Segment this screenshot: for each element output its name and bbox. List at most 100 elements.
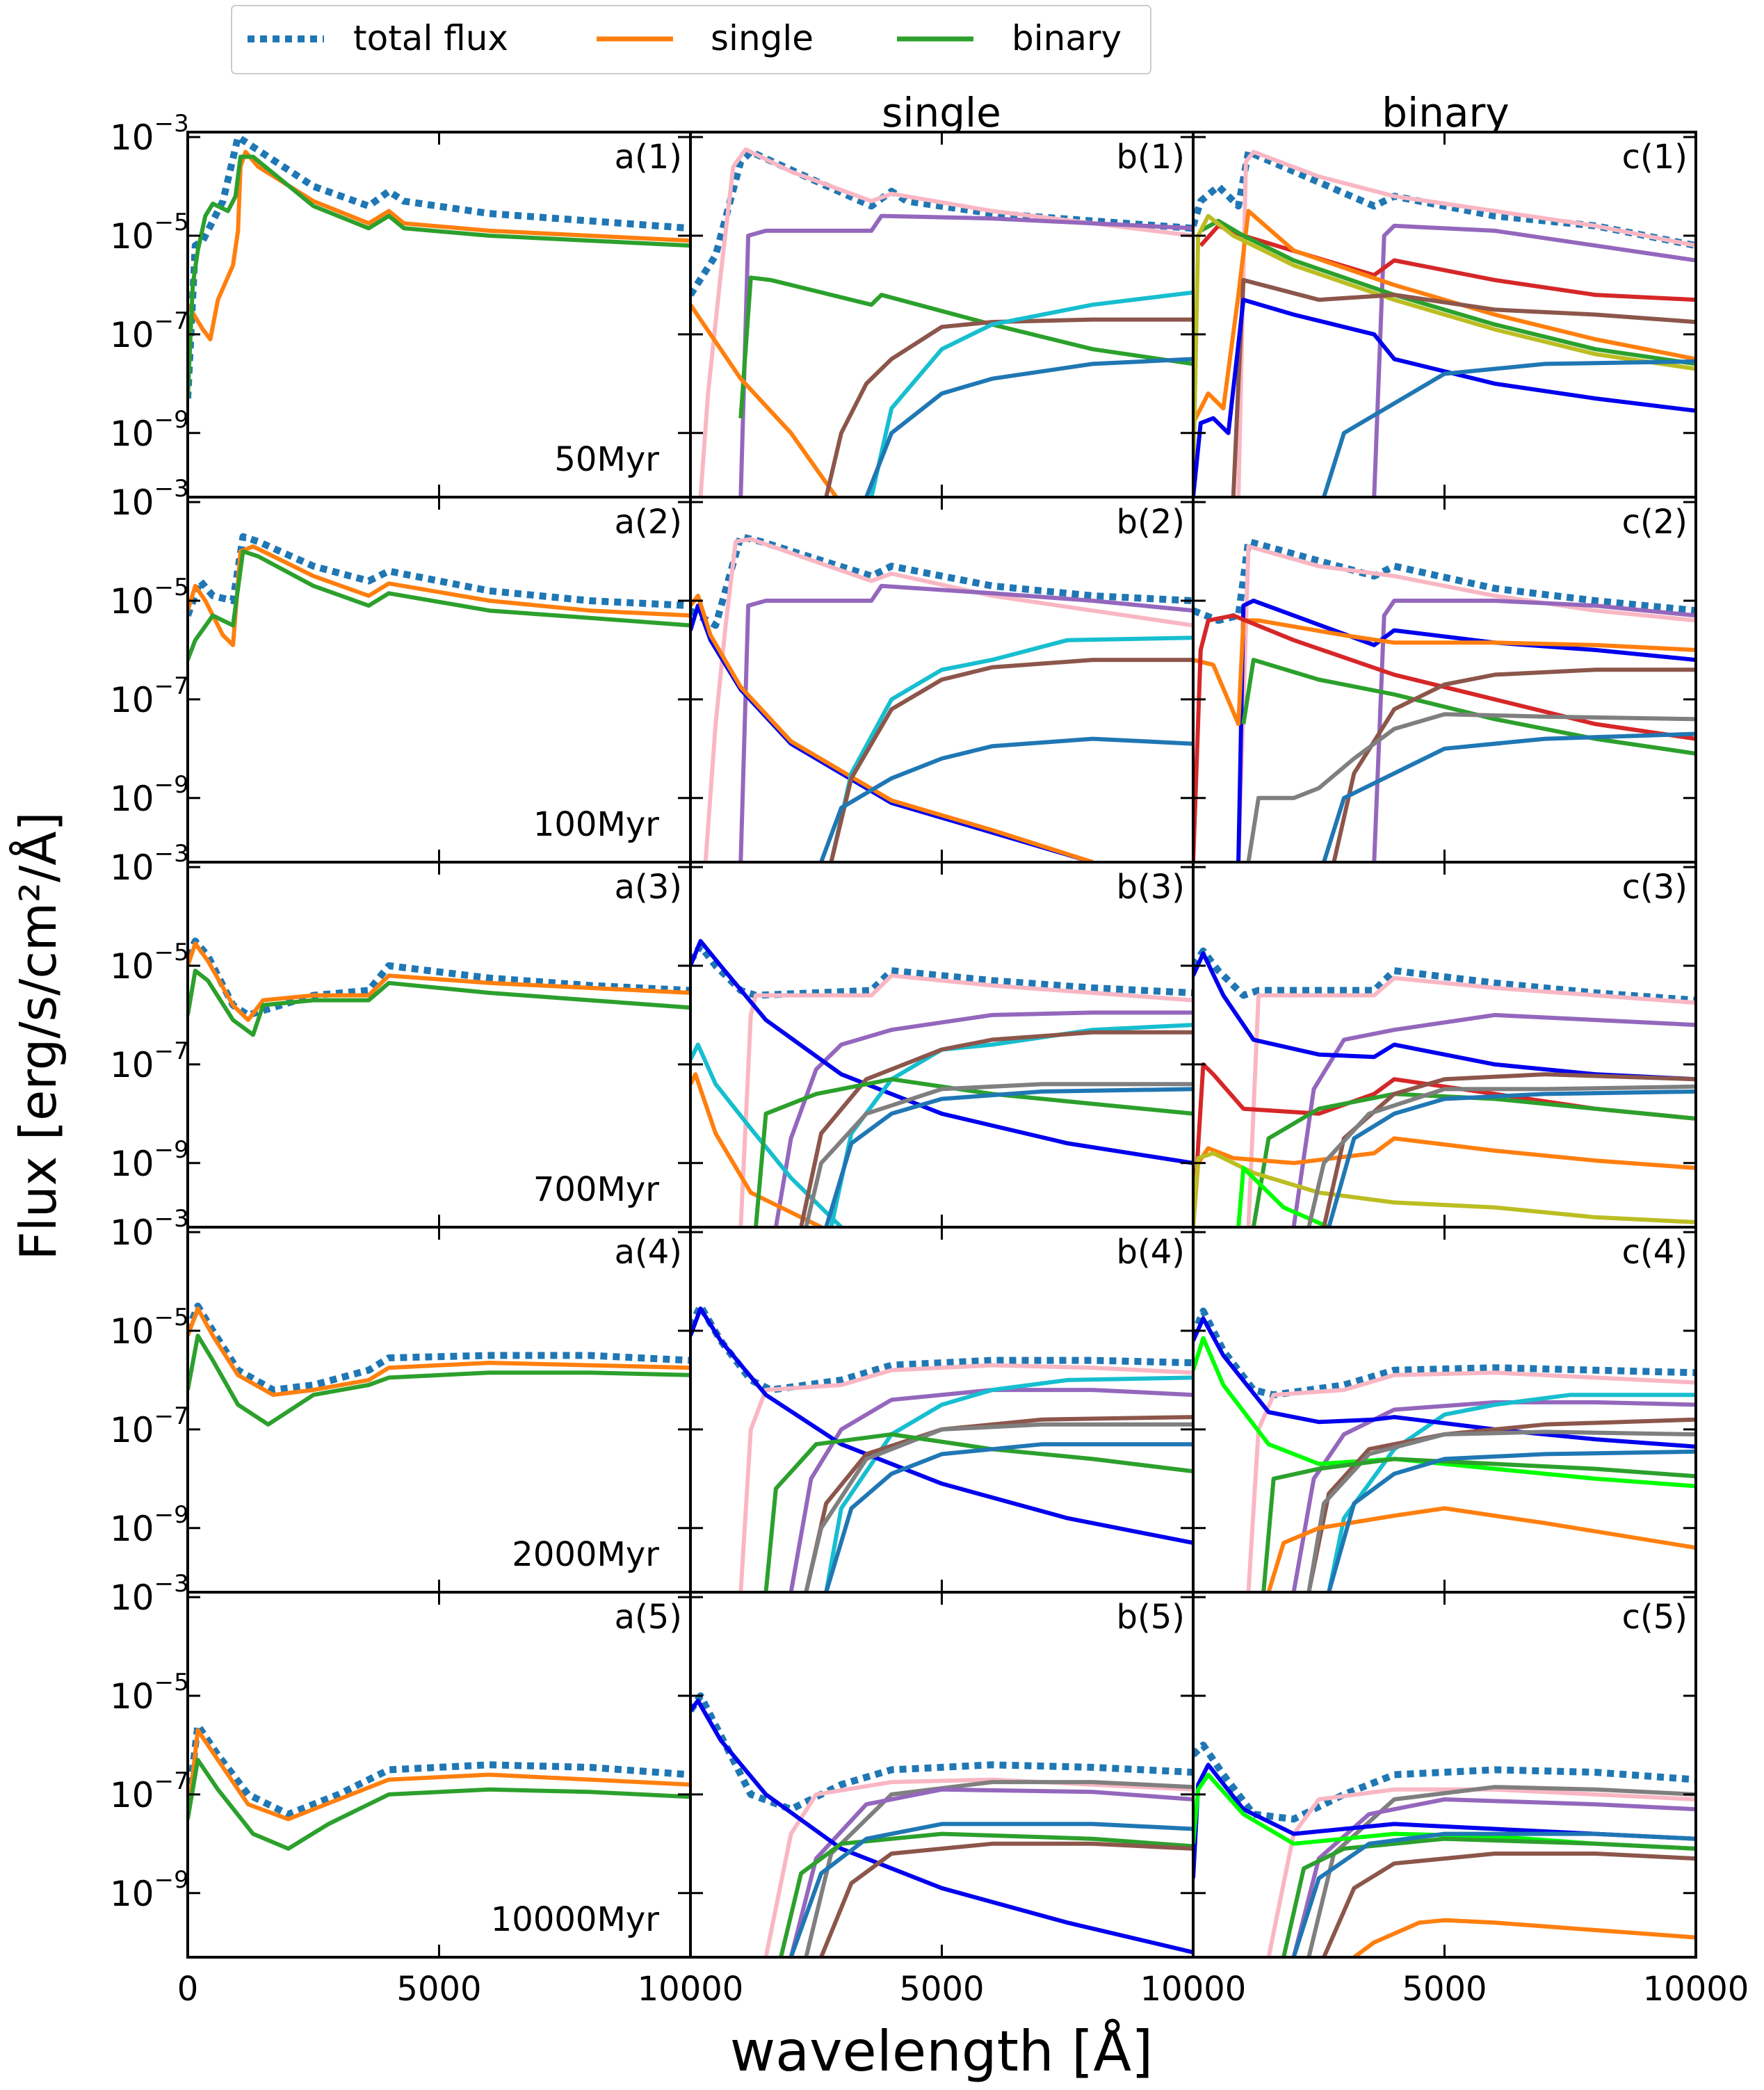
panel-background	[188, 132, 690, 497]
y-tick-label: 10−3	[110, 475, 189, 523]
panel-c(2): c(2)	[1192, 496, 1697, 864]
panel-c(1): c(1)	[1192, 131, 1697, 499]
legend: total flux single binary	[231, 5, 1151, 74]
panel-b(1): b(1)	[689, 131, 1195, 499]
series-blue	[1193, 951, 1696, 1082]
y-tick-label: 10−5	[110, 939, 189, 987]
series-single	[188, 149, 690, 341]
series-group	[1193, 947, 1696, 1227]
panel-c(3): c(3)	[1192, 861, 1697, 1229]
series-binary	[188, 154, 690, 399]
y-tick-label: 10−3	[110, 110, 189, 158]
y-tick-label: 10−5	[110, 1669, 189, 1717]
legend-frame	[231, 5, 1151, 74]
panel-c(4): c(4)	[1192, 1226, 1697, 1594]
y-tick-label: 10−9	[110, 1136, 189, 1184]
y-tick-label: 10−3	[110, 840, 189, 888]
series-blue	[1193, 1316, 1696, 1449]
panel-background	[188, 1592, 690, 1957]
panel-background	[690, 1592, 1193, 1957]
panel-id-label: a(5)	[615, 1598, 682, 1637]
series-lime	[1236, 1165, 1330, 1227]
series-steel	[1327, 1089, 1696, 1227]
series-total	[1193, 1307, 1696, 1399]
y-tick-label: 10−7	[110, 1402, 189, 1450]
age-label: 50Myr	[554, 440, 659, 479]
series-binary	[738, 275, 1193, 419]
series-steel	[1322, 359, 1696, 497]
panel-id-label: c(1)	[1622, 138, 1688, 177]
series-group	[690, 147, 1193, 497]
series-binary	[188, 549, 690, 661]
age-label: 10000Myr	[491, 1900, 660, 1939]
series-blue	[690, 1306, 1193, 1546]
x-tick-label: 10000	[638, 1970, 744, 2009]
series-group	[690, 1302, 1193, 1592]
panel-background	[1193, 497, 1696, 862]
series-steel	[1327, 1449, 1696, 1592]
series-single	[1266, 1506, 1696, 1592]
series-cyan	[1327, 1393, 1696, 1592]
series-blue	[1193, 298, 1696, 497]
series-single	[1352, 1918, 1696, 1957]
series-brown	[1322, 1072, 1696, 1227]
panel-id-label: b(1)	[1117, 138, 1185, 177]
panel-id-label: c(2)	[1622, 503, 1688, 542]
series-brown	[1231, 277, 1696, 497]
series-group	[1193, 1741, 1696, 1957]
x-axis-label: wavelength [Å]	[730, 2018, 1154, 2084]
series-cyan	[824, 1375, 1193, 1592]
series-binary	[1199, 218, 1696, 366]
series-total	[1193, 537, 1696, 624]
series-single	[188, 544, 690, 647]
x-tick-label: 5000	[899, 1970, 984, 2009]
panel-background	[1193, 1227, 1696, 1592]
panels: 10−3 10−5 10−7 10−9 a(1) 50Myr b(1) c(1) 10−3 10−…	[110, 110, 1749, 2009]
series-group	[690, 1692, 1193, 1957]
y-tick-label: 10−9	[110, 1866, 189, 1914]
series-total	[690, 1692, 1193, 1813]
panel-a(2): 10−3 10−5 10−7 10−9 a(2) 100Myr	[110, 475, 692, 864]
series-single	[1193, 618, 1696, 727]
series-blue	[690, 939, 1193, 1165]
series-binary	[188, 1334, 690, 1427]
series-cyan	[690, 1042, 843, 1227]
panel-b(3): b(3)	[689, 861, 1195, 1229]
series-pink	[1236, 149, 1696, 497]
panel-background	[188, 497, 690, 862]
series-brown	[824, 317, 1193, 497]
panel-id-label: b(5)	[1117, 1598, 1185, 1637]
series-group	[188, 133, 690, 399]
series-group	[690, 939, 1193, 1227]
series-steel	[864, 357, 1193, 497]
panel-background	[188, 1227, 690, 1592]
series-gray	[1246, 712, 1696, 862]
series-purple	[1291, 1400, 1696, 1592]
legend-label-binary: binary	[1012, 18, 1122, 58]
legend-label-total: total flux	[353, 18, 508, 58]
series-binary	[754, 1077, 1193, 1227]
series-group	[1193, 148, 1696, 497]
series-cyan	[829, 635, 1193, 862]
series-blue	[1236, 599, 1696, 862]
panel-background	[690, 862, 1193, 1227]
panel-c(5): 0 5000 10000 c(5)	[1183, 1591, 1749, 2009]
panel-id-label: b(2)	[1117, 503, 1185, 542]
y-tick-label: 10−3	[110, 1570, 189, 1618]
x-tick-label: 5000	[1402, 1970, 1487, 2009]
y-tick-label: 10−5	[110, 574, 189, 622]
series-total	[1193, 148, 1696, 250]
series-purple	[738, 583, 1193, 862]
series-single	[690, 1072, 823, 1227]
panel-id-label: a(1)	[615, 138, 682, 177]
series-pink	[1236, 544, 1696, 862]
series-pink	[698, 147, 1193, 497]
series-steel	[788, 1822, 1193, 1957]
panel-id-label: c(5)	[1622, 1598, 1688, 1637]
panel-id-label: c(4)	[1622, 1233, 1688, 1272]
series-gray	[1306, 1084, 1696, 1227]
x-tick-label: 5000	[396, 1970, 481, 2009]
series-steel	[1322, 731, 1696, 862]
panel-id-label: b(3)	[1117, 868, 1185, 907]
